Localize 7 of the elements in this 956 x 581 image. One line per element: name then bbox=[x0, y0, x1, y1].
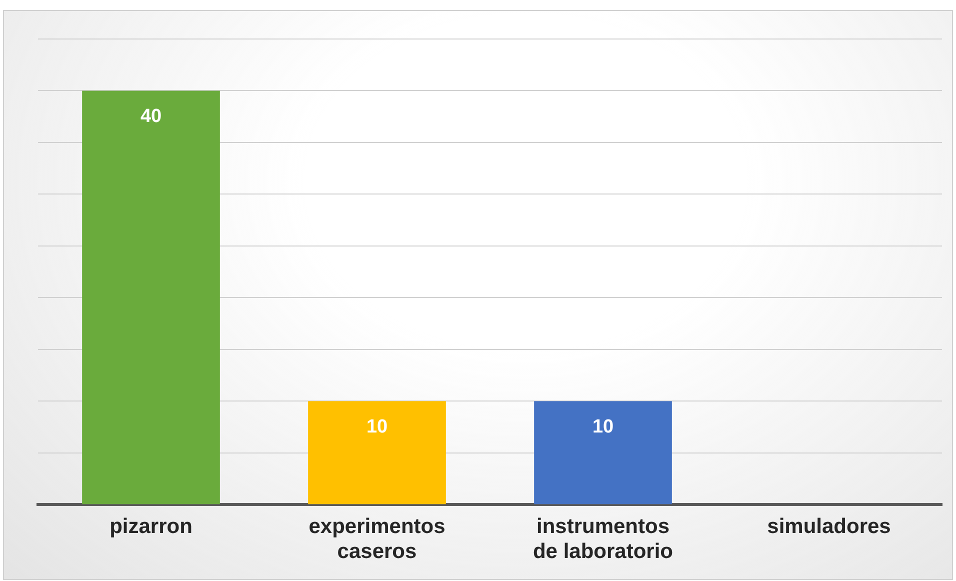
data-label: 10 bbox=[592, 416, 614, 438]
x-tick-label: experimentos caseros bbox=[308, 514, 446, 564]
data-label: 40 bbox=[140, 106, 162, 127]
x-tick-label: pizarron bbox=[110, 514, 192, 538]
x-tick-label: simuladores bbox=[767, 514, 891, 538]
data-label: 10 bbox=[366, 416, 388, 438]
x-tick-label: instrumentos de laboratorio bbox=[532, 514, 674, 564]
